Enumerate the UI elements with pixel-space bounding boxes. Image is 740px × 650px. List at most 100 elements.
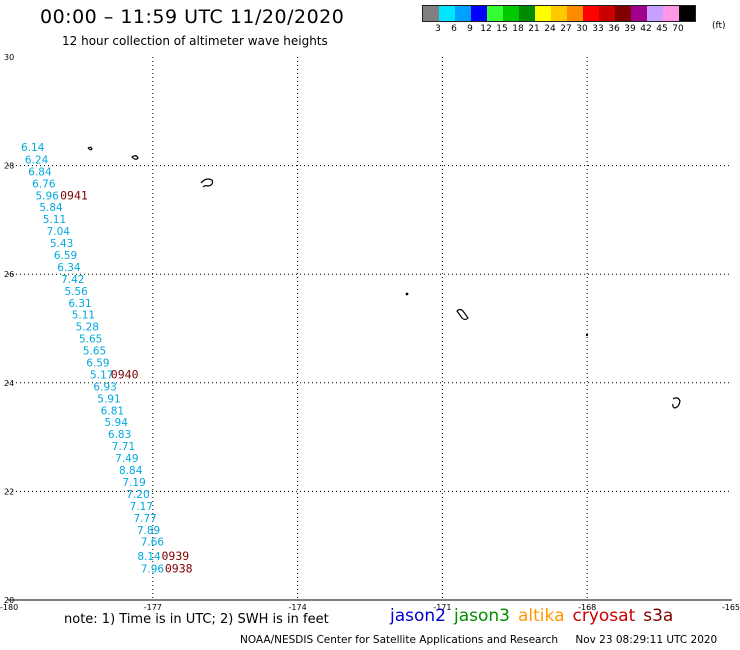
wave-height-value: 5.65 [83, 346, 106, 358]
footer-note: note: 1) Time is in UTC; 2) SWH is in fe… [64, 612, 329, 627]
lat-label: 22 [4, 487, 14, 496]
latitude-labels: 30 28 26 24 22 20 [4, 53, 14, 605]
wave-height-value: 6.81 [101, 405, 124, 417]
lat-label: 20 [4, 596, 14, 605]
legend-tick-label: 45 [656, 24, 668, 34]
legend-swatch [455, 6, 471, 21]
legend-tick-label: 70 [672, 24, 684, 34]
lat-label: 24 [4, 379, 14, 388]
footer-credit: NOAA/NESDIS Center for Satellite Applica… [240, 634, 731, 646]
island-shape [131, 155, 139, 160]
satellite-name: jason2 [390, 606, 446, 626]
wave-height-value: 6.84 [28, 166, 52, 178]
credit-text: NOAA/NESDIS Center for Satellite Applica… [240, 634, 558, 646]
legend-unit: (ft) [712, 21, 726, 31]
island-shape [456, 308, 469, 321]
wave-height-value: 6.93 [93, 381, 116, 393]
wave-height-value: 5.96 [36, 190, 60, 202]
legend-tick-label: 33 [592, 24, 604, 34]
legend-swatch [423, 6, 439, 21]
legend-tick-label: 9 [467, 24, 473, 34]
lat-label: 30 [4, 53, 14, 62]
wave-height-value: 7.17 [130, 501, 153, 513]
legend-swatch [679, 6, 695, 21]
wave-height-value: 6.59 [54, 250, 77, 262]
legend-tick-label: 24 [544, 24, 556, 34]
wave-height-value: 7.49 [115, 453, 138, 465]
legend-color-bar [422, 5, 696, 22]
legend-swatch [647, 6, 663, 21]
wave-height-value: 5.65 [79, 334, 102, 346]
legend-swatch [631, 6, 647, 21]
wave-height-value: 5.56 [64, 286, 88, 298]
wave-height-value: 7.77 [133, 513, 156, 525]
pass-time-value: 0940 [111, 367, 139, 381]
island-shape [672, 397, 681, 409]
longitude-labels: -180 -177 -174 -171 -168 -165 [0, 603, 740, 612]
wave-height-value: 7.96 [141, 563, 165, 575]
wave-height-value: 6.59 [86, 358, 109, 370]
legend-swatch [551, 6, 567, 21]
legend-swatch [599, 6, 615, 21]
wave-height-value: 5.94 [105, 417, 129, 429]
satellite-legend: jason2 jason3 altika cryosat s3a [390, 606, 681, 626]
legend-tick-label: 3 [435, 24, 441, 34]
satellite-name: altika [518, 606, 565, 626]
wave-height-value: 6.31 [68, 298, 91, 310]
island-shape [87, 146, 93, 151]
wave-height-value: 8.14 [137, 551, 161, 563]
wave-height-value: 5.11 [72, 310, 95, 322]
legend-swatch [583, 6, 599, 21]
lat-label: 26 [4, 270, 14, 279]
satellite-name: s3a [643, 606, 674, 626]
legend-tick-label: 21 [528, 24, 540, 34]
legend-swatch [663, 6, 679, 21]
legend-tick-label: 42 [640, 24, 652, 34]
legend-swatch [503, 6, 519, 21]
wave-height-value: 5.91 [97, 393, 120, 405]
wave-height-value: 5.28 [76, 322, 99, 334]
wave-height-value: 6.34 [57, 262, 81, 274]
wave-height-labels: 6.146.246.846.765.965.845.117.045.436.59… [21, 142, 164, 575]
legend-swatch [615, 6, 631, 21]
legend-tick-label: 36 [608, 24, 620, 34]
map-grid [8, 57, 732, 600]
wave-height-legend: 3 6 9 12 15 18 21 24 27 30 33 36 39 42 45 70 [422, 5, 696, 36]
wave-height-value: 5.17 [90, 369, 113, 381]
legend-labels: 3 6 9 12 15 18 21 24 27 30 33 36 39 42 45 70 [422, 22, 696, 36]
lon-label: -174 [289, 603, 307, 612]
legend-swatch [519, 6, 535, 21]
legend-swatch [567, 6, 583, 21]
wave-height-value: 8.84 [119, 465, 143, 477]
map-title: 00:00 – 11:59 UTC 11/20/2020 [40, 6, 345, 28]
legend-tick-label: 39 [624, 24, 636, 34]
legend-tick-label: 27 [560, 24, 572, 34]
timestamp-text: Nov 23 08:29:11 UTC 2020 [575, 634, 718, 646]
legend-tick-label: 12 [480, 24, 492, 34]
wave-height-value: 7.89 [137, 525, 160, 537]
wave-height-value: 5.43 [50, 238, 73, 250]
legend-swatch [439, 6, 455, 21]
wave-height-value: 7.04 [47, 226, 71, 238]
wave-height-value: 7.42 [61, 274, 84, 286]
legend-tick-label: 18 [512, 24, 524, 34]
island-shape [405, 292, 409, 296]
pass-time-value: 0939 [161, 549, 189, 563]
map-subtitle: 12 hour collection of altimeter wave hei… [62, 34, 328, 48]
wave-height-value: 5.84 [39, 202, 63, 214]
pass-time-value: 0938 [165, 561, 193, 575]
wave-height-value: 7.71 [112, 441, 135, 453]
island-shape [585, 333, 589, 337]
legend-tick-label: 6 [451, 24, 457, 34]
legend-tick-label: 30 [576, 24, 588, 34]
island-outlines [87, 146, 681, 409]
wave-height-value: 7.19 [122, 477, 145, 489]
lon-label: -180 [0, 603, 18, 612]
satellite-name: cryosat [572, 606, 636, 626]
wave-height-value: 6.24 [25, 154, 49, 166]
legend-swatch [487, 6, 503, 21]
lat-label: 28 [4, 162, 14, 171]
legend-swatch [535, 6, 551, 21]
